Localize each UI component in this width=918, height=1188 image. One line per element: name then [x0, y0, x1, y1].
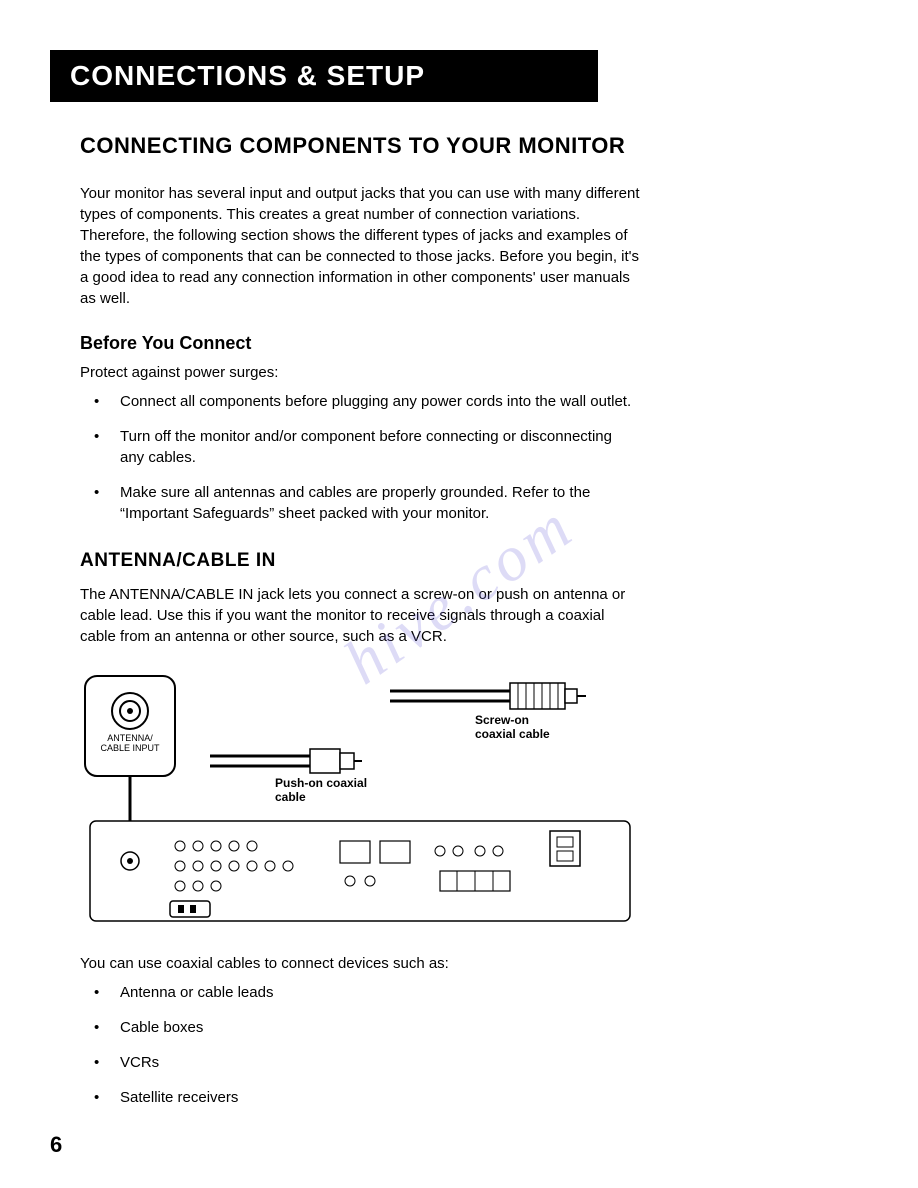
pushon-label-line2: cable [275, 790, 306, 804]
section-banner: CONNECTIONS & SETUP [50, 50, 598, 102]
connection-diagram: ANTENNA/ CABLE INPUT Push-on coaxial cab… [80, 671, 640, 931]
screwon-label: Screw-on coaxial cable [475, 713, 550, 742]
screwon-label-line1: Screw-on [475, 713, 529, 727]
pushon-label-line1: Push-on coaxial [275, 776, 367, 790]
jack-label-line2: CABLE INPUT [100, 743, 159, 753]
list-item: Satellite receivers [80, 1087, 640, 1108]
list-item: Make sure all antennas and cables are pr… [80, 482, 640, 524]
list-item: VCRs [80, 1052, 640, 1073]
before-connect-lead: Protect against power surges: [80, 364, 858, 381]
before-connect-list: Connect all components before plugging a… [80, 391, 640, 524]
coax-uses-list: Antenna or cable leads Cable boxes VCRs … [80, 982, 640, 1108]
pushon-label: Push-on coaxial cable [275, 776, 367, 805]
coax-uses-lead: You can use coaxial cables to connect de… [80, 955, 858, 972]
list-item: Cable boxes [80, 1017, 640, 1038]
jack-label-line1: ANTENNA/ [107, 733, 153, 743]
screwon-label-line2: coaxial cable [475, 727, 550, 741]
page-number: 6 [50, 1132, 62, 1158]
before-connect-heading: Before You Connect [80, 333, 858, 354]
list-item: Turn off the monitor and/or component be… [80, 426, 640, 468]
list-item: Antenna or cable leads [80, 982, 640, 1003]
antenna-paragraph: The ANTENNA/CABLE IN jack lets you conne… [80, 584, 640, 647]
main-heading: CONNECTING COMPONENTS TO YOUR MONITOR [80, 132, 858, 161]
antenna-heading: ANTENNA/CABLE IN [80, 550, 858, 572]
jack-label: ANTENNA/ CABLE INPUT [98, 733, 162, 755]
list-item: Connect all components before plugging a… [80, 391, 640, 412]
intro-paragraph: Your monitor has several input and outpu… [80, 183, 640, 309]
